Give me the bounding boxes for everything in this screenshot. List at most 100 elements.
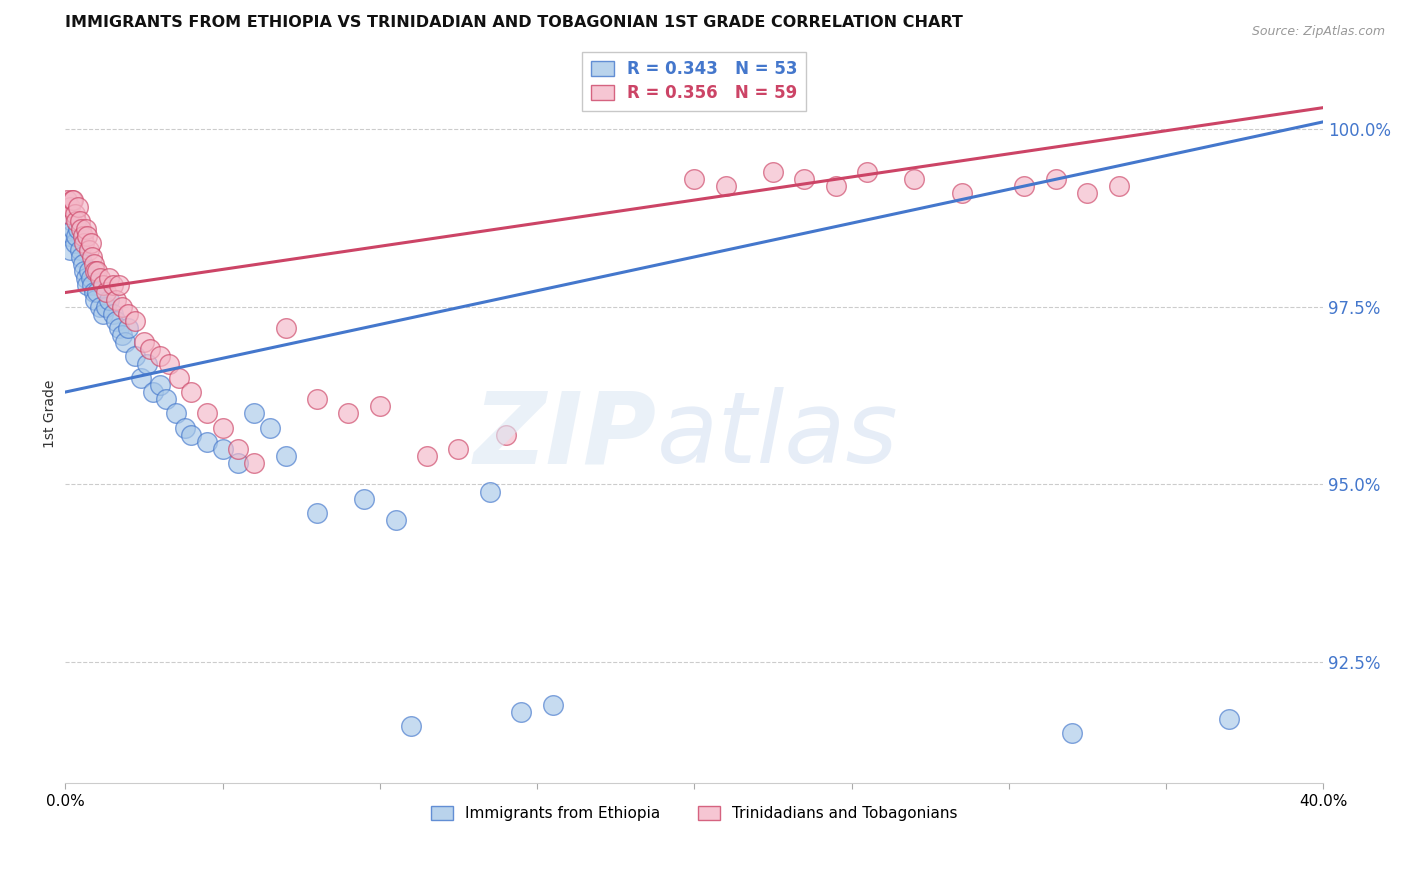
Point: [856, 164, 879, 178]
Point: [195, 434, 218, 449]
Point: [83, 285, 105, 300]
Point: [62, 221, 84, 235]
Point: [1014, 178, 1036, 193]
Point: [124, 314, 146, 328]
Text: 40.0%: 40.0%: [1299, 794, 1347, 809]
Point: [259, 420, 281, 434]
Point: [70, 250, 93, 264]
Point: [132, 335, 155, 350]
Point: [72, 257, 94, 271]
Point: [950, 186, 973, 200]
Point: [76, 228, 98, 243]
Point: [89, 300, 111, 314]
Point: [714, 178, 737, 193]
Text: 0.0%: 0.0%: [46, 794, 84, 809]
Point: [98, 271, 121, 285]
Point: [58, 228, 80, 243]
Point: [228, 442, 250, 456]
Point: [180, 427, 202, 442]
Point: [86, 285, 108, 300]
Point: [139, 343, 162, 357]
Point: [63, 207, 86, 221]
Point: [63, 235, 86, 250]
Point: [96, 300, 118, 314]
Point: [91, 307, 114, 321]
Point: [56, 193, 79, 207]
Point: [793, 171, 815, 186]
Point: [353, 491, 375, 506]
Point: [903, 171, 925, 186]
Point: [243, 456, 266, 470]
Point: [167, 371, 190, 385]
Text: ZIP: ZIP: [474, 387, 657, 484]
Point: [82, 278, 104, 293]
Text: IMMIGRANTS FROM ETHIOPIA VS TRINIDADIAN AND TOBAGONIAN 1ST GRADE CORRELATION CHA: IMMIGRANTS FROM ETHIOPIA VS TRINIDADIAN …: [66, 15, 963, 30]
Text: Source: ZipAtlas.com: Source: ZipAtlas.com: [1251, 25, 1385, 38]
Point: [60, 214, 83, 228]
Point: [58, 207, 80, 221]
Legend: Immigrants from Ethiopia, Trinidadians and Tobagonians: Immigrants from Ethiopia, Trinidadians a…: [425, 800, 963, 827]
Point: [1076, 186, 1098, 200]
Point: [129, 371, 152, 385]
Point: [70, 221, 93, 235]
Point: [124, 350, 146, 364]
Point: [72, 228, 94, 243]
Point: [86, 264, 108, 278]
Point: [1045, 171, 1067, 186]
Point: [510, 705, 533, 719]
Point: [111, 328, 134, 343]
Point: [155, 392, 177, 406]
Point: [165, 406, 187, 420]
Point: [65, 214, 87, 228]
Point: [66, 221, 89, 235]
Point: [79, 235, 101, 250]
Point: [211, 442, 233, 456]
Point: [117, 321, 139, 335]
Point: [108, 278, 131, 293]
Point: [96, 285, 118, 300]
Point: [149, 350, 172, 364]
Point: [84, 264, 107, 278]
Point: [101, 278, 124, 293]
Point: [111, 300, 134, 314]
Point: [762, 164, 785, 178]
Point: [82, 250, 104, 264]
Point: [401, 719, 423, 733]
Point: [66, 200, 89, 214]
Point: [149, 378, 172, 392]
Point: [416, 449, 439, 463]
Point: [59, 243, 82, 257]
Y-axis label: 1st Grade: 1st Grade: [44, 379, 58, 448]
Point: [108, 321, 131, 335]
Point: [76, 278, 98, 293]
Point: [1108, 178, 1130, 193]
Point: [79, 271, 101, 285]
Point: [243, 406, 266, 420]
Point: [98, 293, 121, 307]
Point: [495, 427, 517, 442]
Point: [541, 698, 564, 712]
Point: [69, 214, 91, 228]
Point: [104, 293, 127, 307]
Point: [84, 293, 107, 307]
Point: [305, 392, 328, 406]
Point: [305, 506, 328, 520]
Point: [195, 406, 218, 420]
Point: [73, 235, 96, 250]
Point: [75, 271, 97, 285]
Point: [180, 384, 202, 399]
Point: [447, 442, 470, 456]
Point: [228, 456, 250, 470]
Point: [62, 193, 84, 207]
Point: [114, 335, 136, 350]
Point: [73, 264, 96, 278]
Point: [337, 406, 360, 420]
Point: [274, 321, 297, 335]
Point: [368, 399, 391, 413]
Point: [824, 178, 846, 193]
Point: [1060, 726, 1083, 740]
Point: [478, 484, 501, 499]
Point: [77, 243, 100, 257]
Point: [104, 314, 127, 328]
Point: [101, 307, 124, 321]
